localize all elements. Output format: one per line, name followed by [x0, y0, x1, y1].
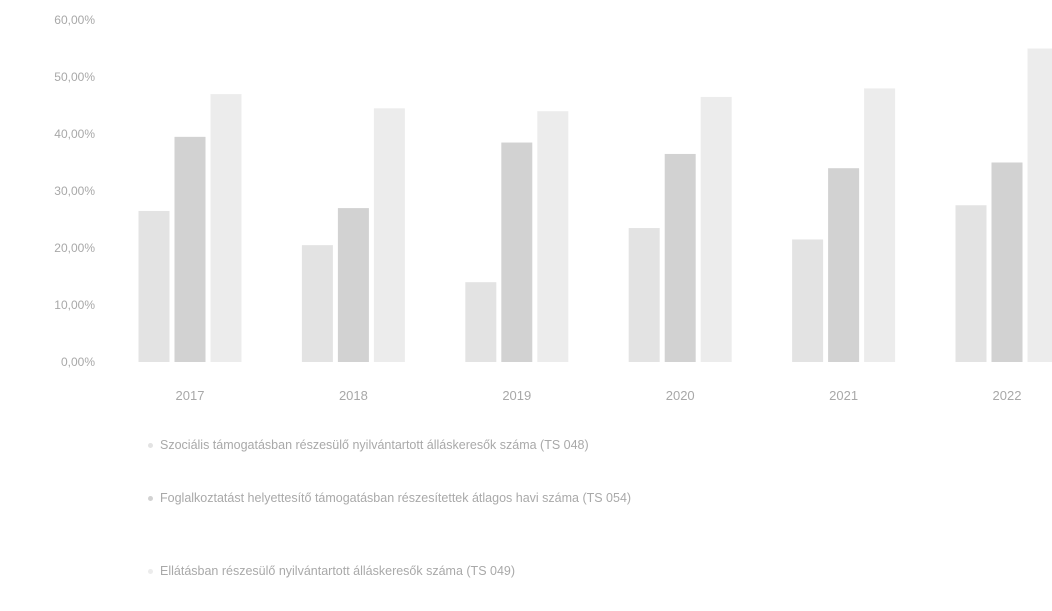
y-tick-label: 50,00% [54, 70, 95, 84]
bars-layer [138, 48, 1052, 363]
bar-2017-series-1 [138, 210, 170, 362]
x-tick-label: 2017 [176, 388, 205, 403]
y-tick-label: 20,00% [54, 241, 95, 255]
bar-2017-series-3 [210, 94, 242, 362]
x-tick-label: 2019 [502, 388, 531, 403]
bar-2017-series-2 [174, 136, 206, 362]
legend-item-series-2: Foglalkoztatást helyettesítő támogatásba… [148, 489, 1028, 508]
y-tick-label: 60,00% [54, 13, 95, 27]
bar-2021-series-3 [864, 88, 896, 363]
legend: Szociális támogatásban részesülő nyilván… [148, 436, 1028, 581]
y-axis: 0,00% 10,00% 20,00% 30,00% 40,00% 50,00% 60,00… [54, 13, 95, 369]
legend-marker-icon [148, 569, 153, 574]
bar-2019-series-1 [465, 282, 497, 362]
y-tick-label: 10,00% [54, 298, 95, 312]
legend-item-series-3: Ellátásban részesülő nyilvántartott állá… [148, 562, 1028, 581]
bar-2022-series-2 [991, 162, 1023, 362]
bar-2022-series-3 [1027, 48, 1052, 362]
x-axis: 2017 2018 2019 2020 2021 2022 [176, 388, 1022, 403]
bar-2020-series-2 [664, 153, 696, 362]
legend-marker-icon [148, 496, 153, 501]
legend-label: Ellátásban részesülő nyilvántartott állá… [160, 564, 516, 578]
x-tick-label: 2020 [666, 388, 695, 403]
legend-item-series-1: Szociális támogatásban részesülő nyilván… [148, 436, 850, 455]
bar-2019-series-3 [537, 111, 569, 362]
y-tick-label: 30,00% [54, 184, 95, 198]
bar-2022-series-1 [955, 205, 987, 362]
legend-label: Szociális támogatásban részesülő nyilván… [160, 438, 589, 452]
bar-2018-series-1 [301, 245, 333, 362]
bar-2018-series-2 [337, 208, 369, 362]
legend-marker-icon [148, 443, 153, 448]
bar-2018-series-3 [373, 108, 405, 362]
x-tick-label: 2022 [993, 388, 1022, 403]
bar-2020-series-1 [628, 228, 660, 362]
x-tick-label: 2021 [829, 388, 858, 403]
bar-2021-series-2 [828, 168, 860, 362]
legend-label: Foglalkoztatást helyettesítő támogatásba… [160, 491, 632, 505]
bar-2020-series-3 [700, 96, 732, 362]
y-tick-label: 0,00% [61, 355, 95, 369]
bar-2019-series-2 [501, 142, 533, 362]
y-tick-label: 40,00% [54, 127, 95, 141]
bar-2021-series-1 [792, 239, 824, 362]
x-tick-label: 2018 [339, 388, 368, 403]
